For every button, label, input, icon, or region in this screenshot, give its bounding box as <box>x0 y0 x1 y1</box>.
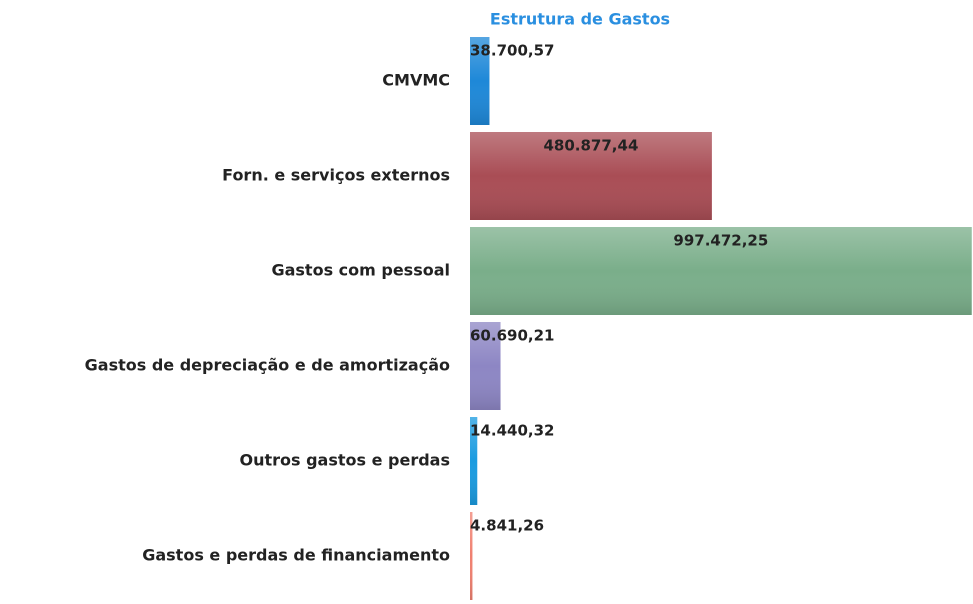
bar-shade <box>470 417 478 505</box>
value-label: 4.841,26 <box>470 517 544 535</box>
bar-shade <box>470 512 473 600</box>
chart-title: Estrutura de Gastos <box>490 10 670 29</box>
category-label: Forn. e serviços externos <box>222 166 450 185</box>
value-label: 997.472,25 <box>673 232 768 250</box>
value-label: 60.690,21 <box>470 327 554 345</box>
category-label: Gastos com pessoal <box>271 261 450 280</box>
value-label: 38.700,57 <box>470 42 554 60</box>
bar-shade <box>470 322 501 410</box>
bar-shade <box>470 227 972 315</box>
category-label: Gastos e perdas de financiamento <box>142 546 450 565</box>
category-label: CMVMC <box>382 71 450 90</box>
bar-shade <box>470 132 712 220</box>
value-label: 14.440,32 <box>470 422 554 440</box>
value-label: 480.877,44 <box>543 137 638 155</box>
category-label: Gastos de depreciação e de amortização <box>85 356 450 375</box>
bar-shade <box>470 37 490 125</box>
category-label: Outros gastos e perdas <box>239 451 450 470</box>
